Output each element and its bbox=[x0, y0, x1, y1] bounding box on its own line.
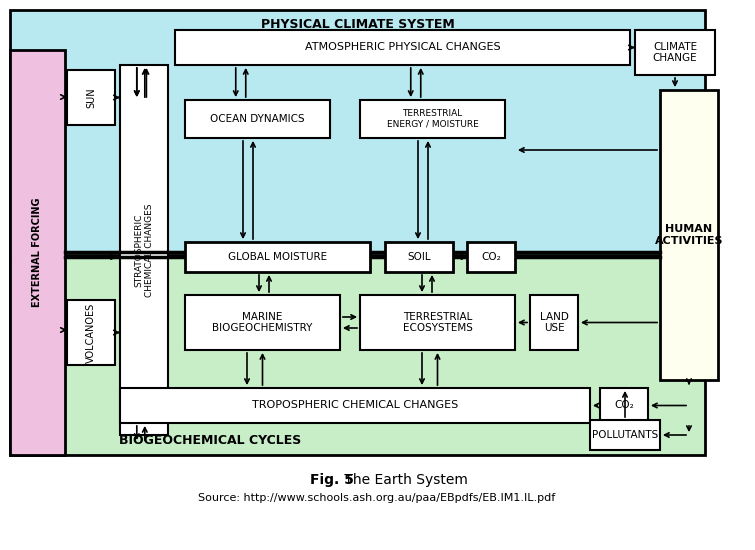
Text: BIOGEOCHEMICAL CYCLES: BIOGEOCHEMICAL CYCLES bbox=[119, 433, 301, 447]
Text: PHYSICAL CLIMATE SYSTEM: PHYSICAL CLIMATE SYSTEM bbox=[260, 18, 455, 30]
Text: OCEAN DYNAMICS: OCEAN DYNAMICS bbox=[210, 114, 305, 124]
Bar bbox=[175, 30, 630, 65]
Text: VOLCANOES: VOLCANOES bbox=[86, 302, 96, 362]
Bar bbox=[120, 65, 168, 435]
Bar bbox=[385, 242, 453, 272]
Bar bbox=[530, 295, 578, 350]
Text: TROPOSPHERIC CHEMICAL CHANGES: TROPOSPHERIC CHEMICAL CHANGES bbox=[252, 400, 458, 410]
Text: Source: http://www.schools.ash.org.au/paa/EBpdfs/EB.IM1.IL.pdf: Source: http://www.schools.ash.org.au/pa… bbox=[199, 493, 556, 503]
Bar bbox=[185, 100, 330, 138]
Text: SOIL: SOIL bbox=[407, 252, 431, 262]
Text: MARINE
BIOGEOCHEMISTRY: MARINE BIOGEOCHEMISTRY bbox=[212, 312, 313, 333]
Bar bbox=[10, 255, 705, 455]
Text: SUN: SUN bbox=[86, 87, 96, 108]
Text: TERRESTRIAL
ECOSYSTEMS: TERRESTRIAL ECOSYSTEMS bbox=[402, 312, 473, 333]
Text: CO₂: CO₂ bbox=[481, 252, 501, 262]
Text: STRATOSPHERIC
CHEMICAL CHANGES: STRATOSPHERIC CHEMICAL CHANGES bbox=[134, 204, 154, 297]
Bar bbox=[10, 10, 705, 260]
Text: The Earth System: The Earth System bbox=[340, 473, 468, 487]
Bar bbox=[635, 30, 715, 75]
Bar bbox=[360, 295, 515, 350]
Bar bbox=[185, 295, 340, 350]
Text: GLOBAL MOISTURE: GLOBAL MOISTURE bbox=[228, 252, 327, 262]
Bar bbox=[467, 242, 515, 272]
Bar bbox=[590, 420, 660, 450]
Text: EXTERNAL FORCING: EXTERNAL FORCING bbox=[32, 198, 42, 307]
Bar bbox=[660, 90, 718, 380]
Text: CLIMATE
CHANGE: CLIMATE CHANGE bbox=[652, 42, 698, 63]
Text: LAND
USE: LAND USE bbox=[540, 312, 569, 333]
Text: POLLUTANTS: POLLUTANTS bbox=[592, 430, 658, 440]
Text: HUMAN
ACTIVITIES: HUMAN ACTIVITIES bbox=[655, 224, 723, 246]
Bar bbox=[67, 300, 115, 365]
Bar bbox=[10, 50, 65, 455]
Text: Fig. 5: Fig. 5 bbox=[310, 473, 354, 487]
Bar bbox=[67, 70, 115, 125]
Bar bbox=[360, 100, 505, 138]
Bar bbox=[600, 388, 648, 423]
Bar bbox=[185, 242, 370, 272]
Text: TERRESTRIAL
ENERGY / MOISTURE: TERRESTRIAL ENERGY / MOISTURE bbox=[387, 109, 479, 129]
Text: ATMOSPHERIC PHYSICAL CHANGES: ATMOSPHERIC PHYSICAL CHANGES bbox=[305, 42, 501, 52]
Text: CO₂: CO₂ bbox=[614, 400, 634, 410]
Bar bbox=[120, 388, 590, 423]
